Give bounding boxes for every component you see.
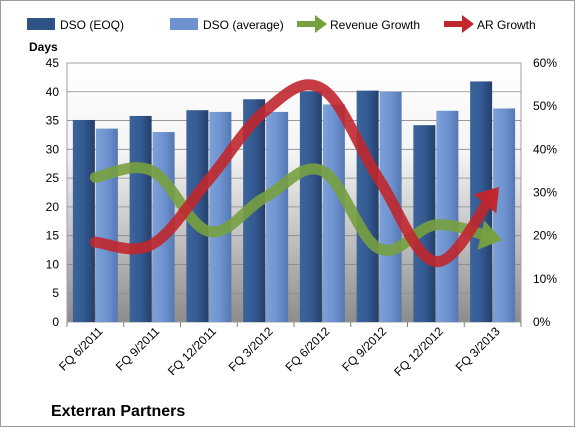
right-tick-label: 20% bbox=[533, 229, 557, 243]
x-tick-label: FQ 3/2013 bbox=[453, 324, 503, 374]
legend-label-dso-eoq-: DSO (EOQ) bbox=[60, 18, 124, 32]
x-tick-label: FQ 12/2012 bbox=[391, 324, 446, 379]
legend-swatch-dso-average- bbox=[170, 18, 198, 30]
bar-dso-eoq bbox=[72, 119, 95, 322]
x-tick-label: FQ 6/2011 bbox=[56, 324, 106, 374]
chart-title: Exterran Partners bbox=[51, 403, 185, 420]
legend-arrow-ar-growth bbox=[462, 15, 474, 33]
y-axis-title: Days bbox=[29, 40, 58, 54]
x-axis: FQ 6/2011 FQ 9/2011 FQ 12/2011 FQ 3/2012 FQ … bbox=[56, 322, 522, 379]
bar-dso-average bbox=[95, 128, 118, 322]
x-tick-label: FQ 9/2011 bbox=[113, 324, 163, 374]
right-axis: 0% 10% 20% 30% 40% 50% 60% bbox=[533, 56, 557, 329]
bar-dso-eoq bbox=[129, 115, 152, 322]
legend-label-ar-growth: AR Growth bbox=[477, 18, 536, 32]
legend-swatch-dso-eoq- bbox=[27, 18, 55, 30]
bar-dso-eoq bbox=[186, 110, 209, 322]
series-line-revenue-growth bbox=[89, 162, 499, 256]
lines-group bbox=[89, 79, 503, 268]
legend-label-revenue-growth: Revenue Growth bbox=[330, 18, 420, 32]
x-tick-label: FQ 12/2011 bbox=[165, 324, 219, 378]
x-tick-label: FQ 3/2012 bbox=[226, 324, 276, 374]
bar-dso-average bbox=[266, 111, 289, 322]
legend-arrow-revenue-growth bbox=[315, 15, 327, 33]
left-tick-label: 30 bbox=[46, 142, 60, 156]
series-line-ar-growth bbox=[89, 79, 499, 268]
bar-dso-average bbox=[493, 108, 516, 322]
legend: DSO (EOQ) DSO (average) Revenue Growth AR G… bbox=[27, 15, 536, 33]
bar-dso-average bbox=[209, 111, 232, 322]
right-tick-label: 40% bbox=[533, 142, 557, 156]
left-tick-label: 45 bbox=[46, 56, 60, 70]
bar-dso-average bbox=[436, 110, 459, 322]
left-axis: 0 5 10 15 20 25 30 35 40 45 bbox=[46, 56, 60, 329]
left-tick-label: 20 bbox=[46, 200, 60, 214]
bar-dso-average bbox=[322, 104, 345, 322]
legend-label-dso-average-: DSO (average) bbox=[203, 18, 284, 32]
left-tick-label: 0 bbox=[52, 315, 59, 329]
left-tick-label: 15 bbox=[46, 229, 60, 243]
series-arrowhead-revenue-growth bbox=[477, 220, 503, 250]
series-arrowhead-ar-growth bbox=[473, 187, 500, 214]
bar-dso-eoq bbox=[356, 90, 379, 322]
left-tick-label: 40 bbox=[46, 85, 60, 99]
left-tick-label: 10 bbox=[46, 257, 60, 271]
right-tick-label: 0% bbox=[533, 315, 551, 329]
left-tick-label: 35 bbox=[46, 114, 60, 128]
x-tick-label: FQ 9/2012 bbox=[339, 324, 389, 374]
right-tick-label: 30% bbox=[533, 186, 557, 200]
bar-dso-eoq bbox=[299, 91, 322, 322]
x-tick-label: FQ 6/2012 bbox=[283, 324, 333, 374]
right-tick-label: 60% bbox=[533, 56, 557, 70]
right-tick-label: 50% bbox=[533, 99, 557, 113]
left-tick-label: 25 bbox=[46, 171, 60, 185]
left-tick-label: 5 bbox=[52, 286, 59, 300]
right-tick-label: 10% bbox=[533, 272, 557, 286]
bar-dso-eoq bbox=[470, 81, 493, 322]
